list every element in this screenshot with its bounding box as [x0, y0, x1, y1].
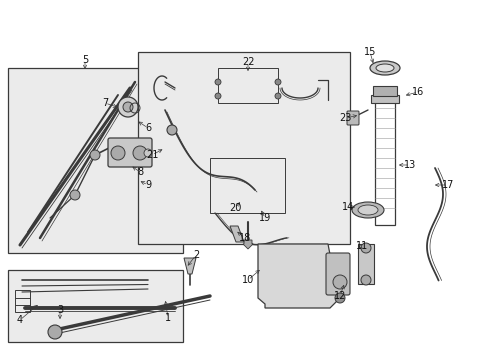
Circle shape: [123, 102, 133, 112]
FancyBboxPatch shape: [108, 138, 152, 167]
Bar: [138, 52, 350, 244]
Circle shape: [133, 146, 147, 160]
Text: 4: 4: [17, 315, 23, 325]
Circle shape: [275, 79, 281, 85]
Text: 8: 8: [137, 167, 143, 177]
Circle shape: [335, 293, 345, 303]
Ellipse shape: [370, 61, 400, 75]
Text: 1: 1: [165, 313, 171, 323]
Bar: [373, 86, 397, 96]
Text: 3: 3: [57, 305, 63, 315]
Ellipse shape: [352, 202, 384, 218]
Bar: [8, 68, 183, 253]
Circle shape: [144, 149, 152, 157]
Text: 13: 13: [404, 160, 416, 170]
Circle shape: [215, 79, 221, 85]
Circle shape: [215, 93, 221, 99]
Circle shape: [118, 97, 138, 117]
Text: 23: 23: [339, 113, 351, 123]
Text: 9: 9: [145, 180, 151, 190]
Ellipse shape: [358, 205, 378, 215]
Text: 18: 18: [239, 233, 251, 243]
Text: 14: 14: [342, 202, 354, 212]
Circle shape: [48, 325, 62, 339]
Text: 19: 19: [259, 213, 271, 223]
Bar: [375, 100, 395, 225]
Text: 17: 17: [442, 180, 454, 190]
Polygon shape: [184, 258, 196, 274]
Circle shape: [167, 125, 177, 135]
Ellipse shape: [376, 64, 394, 72]
Text: 5: 5: [82, 55, 88, 65]
Circle shape: [70, 190, 80, 200]
Bar: [371, 95, 399, 103]
Circle shape: [333, 275, 347, 289]
Circle shape: [361, 275, 371, 285]
Text: 11: 11: [356, 241, 368, 251]
Text: 6: 6: [145, 123, 151, 133]
Text: 21: 21: [146, 150, 158, 160]
Text: 2: 2: [193, 250, 199, 260]
Circle shape: [275, 93, 281, 99]
Bar: [15, 290, 30, 312]
Text: 10: 10: [242, 275, 254, 285]
Text: 16: 16: [412, 87, 424, 97]
Text: 22: 22: [242, 57, 254, 67]
Bar: [8, 270, 183, 342]
Polygon shape: [230, 226, 244, 242]
Bar: [358, 244, 374, 284]
Circle shape: [361, 243, 371, 253]
Circle shape: [111, 146, 125, 160]
Text: 15: 15: [364, 47, 376, 57]
Bar: [210, 158, 285, 213]
FancyArrow shape: [243, 240, 253, 249]
Text: 12: 12: [334, 291, 346, 301]
Polygon shape: [258, 244, 338, 308]
FancyBboxPatch shape: [326, 253, 350, 295]
Bar: [218, 68, 278, 103]
Text: 7: 7: [102, 98, 108, 108]
Text: 20: 20: [229, 203, 241, 213]
FancyBboxPatch shape: [347, 111, 359, 125]
Circle shape: [90, 150, 100, 160]
